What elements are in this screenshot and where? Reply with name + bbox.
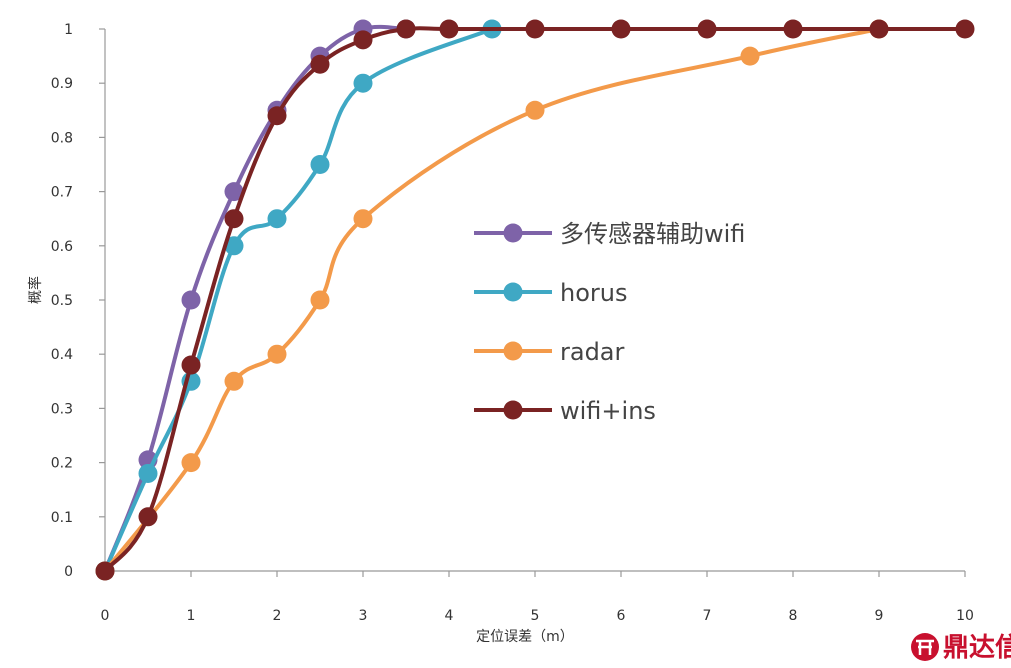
data-point <box>181 355 201 375</box>
data-point <box>525 100 545 120</box>
data-point <box>95 561 115 581</box>
x-tick-label: 10 <box>956 608 974 624</box>
y-tick-label: 0.2 <box>51 456 73 472</box>
x-axis-label: 定位误差（m） <box>476 629 574 645</box>
watermark-text: 鼎达信 <box>943 633 1011 663</box>
y-tick-label: 0 <box>64 564 73 580</box>
legend-label: radar <box>560 338 625 366</box>
legend-marker <box>503 223 523 243</box>
x-tick-label: 4 <box>445 608 454 624</box>
series-line <box>103 27 494 573</box>
x-tick-label: 6 <box>617 608 626 624</box>
legend-marker <box>503 341 523 361</box>
series-layer <box>95 19 975 581</box>
data-point <box>353 30 373 50</box>
series-0 <box>95 19 416 581</box>
data-point <box>267 344 287 364</box>
data-point <box>224 209 244 229</box>
x-tick-label: 0 <box>101 608 110 624</box>
x-tick-label: 1 <box>187 608 196 624</box>
x-tick-label: 8 <box>789 608 798 624</box>
legend-label: 多传感器辅助wifi <box>560 220 745 248</box>
data-point <box>955 19 975 39</box>
legend-label: wifi+ins <box>560 397 656 425</box>
legend: 多传感器辅助wifi horus radar wifi+ins <box>474 220 745 425</box>
series-line <box>103 24 408 573</box>
data-point <box>181 290 201 310</box>
legend-marker <box>503 400 523 420</box>
y-tick-label: 0.7 <box>51 185 73 201</box>
y-tick-label: 0.9 <box>51 76 73 92</box>
data-point <box>310 155 330 174</box>
data-point <box>439 19 459 39</box>
data-point <box>224 182 244 202</box>
data-point <box>181 453 201 473</box>
data-point <box>353 73 373 93</box>
data-point <box>396 19 416 39</box>
y-tick-label: 1 <box>64 22 73 38</box>
logo-icon <box>911 633 939 661</box>
y-tick-label: 0.1 <box>51 510 73 526</box>
x-tick-label: 9 <box>875 608 884 624</box>
y-axis-label: 概率 <box>27 276 44 304</box>
legend-label: horus <box>560 279 627 307</box>
data-point <box>310 290 330 310</box>
x-tick-label: 5 <box>531 608 540 624</box>
axes: 00.10.20.30.40.50.60.70.80.910 1 2 3 4 5 6 7 8 9 1… <box>51 22 974 624</box>
series-line <box>103 27 881 573</box>
x-tick-label: 2 <box>273 608 282 624</box>
data-point <box>267 106 287 126</box>
data-point <box>611 19 631 39</box>
x-tick-label: 3 <box>359 608 368 624</box>
data-point <box>525 19 545 39</box>
data-point <box>138 507 158 527</box>
data-point <box>697 19 717 39</box>
data-point <box>224 371 244 391</box>
data-point <box>310 54 330 74</box>
y-tick-label: 0.3 <box>51 401 73 417</box>
legend-marker <box>503 282 523 302</box>
data-point <box>783 19 803 39</box>
data-point <box>353 209 373 229</box>
y-tick-label: 0.4 <box>51 347 73 363</box>
y-tick-label: 0.5 <box>51 293 73 309</box>
data-point <box>869 19 889 39</box>
watermark: 鼎达信 <box>911 633 1011 663</box>
data-point <box>740 46 760 66</box>
y-tick-label: 0.6 <box>51 239 73 255</box>
data-point <box>224 236 244 256</box>
y-tick-label: 0.8 <box>51 130 73 146</box>
series-3 <box>95 19 975 581</box>
x-tick-label: 7 <box>703 608 712 624</box>
data-point <box>267 209 287 229</box>
data-point <box>138 463 158 483</box>
